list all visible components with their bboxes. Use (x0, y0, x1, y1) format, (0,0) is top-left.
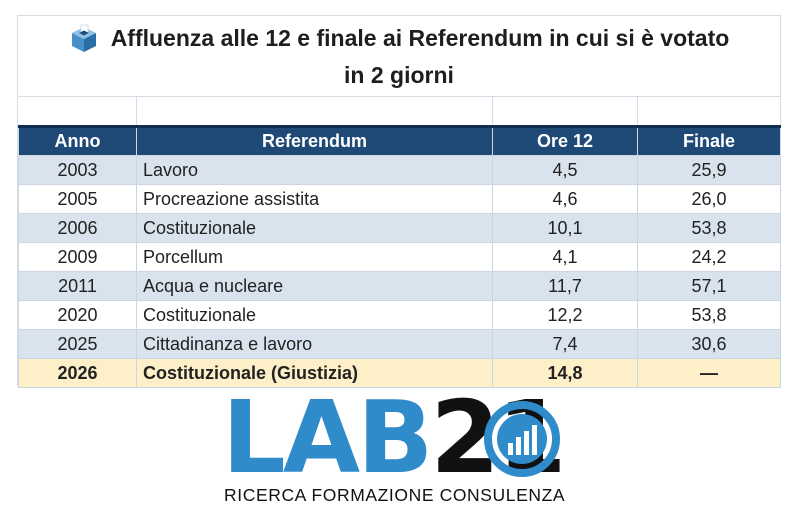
bar-chart-circle-icon (484, 401, 560, 477)
table-row: 2020 Costituzionale 12,2 53,8 (18, 300, 781, 330)
ballot-box-icon (71, 24, 96, 52)
logo-wordmark: LAB 21 (222, 379, 567, 496)
cell-anno: 2009 (18, 242, 137, 272)
cell-referendum: Porcellum (136, 242, 493, 272)
lab21-logo: LAB 21 RICERCA FORMAZIONE CONSULENZA (222, 379, 570, 511)
cell-ore12: 7,4 (492, 329, 638, 359)
cell-finale: 53,8 (637, 213, 781, 243)
table-row: 2005 Procreazione assistita 4,6 26,0 (18, 184, 781, 214)
cell-anno: 2005 (18, 184, 137, 214)
cell-anno: 2026 (18, 358, 137, 388)
cell-finale: 24,2 (637, 242, 781, 272)
header-anno: Anno (18, 125, 137, 156)
cell-anno: 2011 (18, 271, 137, 301)
logo-tagline: RICERCA FORMAZIONE CONSULENZA (224, 485, 566, 505)
cell-ore12: 10,1 (492, 213, 638, 243)
cell-anno: 2025 (18, 329, 137, 359)
title-block: Affluenza alle 12 e finale ai Referendum… (18, 16, 780, 96)
cell-finale: 26,0 (637, 184, 781, 214)
table-row: 2011 Acqua e nucleare 11,7 57,1 (18, 271, 781, 301)
logo-lab-text: LAB (222, 379, 433, 496)
cell-ore12: 12,2 (492, 300, 638, 330)
table-row: 2009 Porcellum 4,1 24,2 (18, 242, 781, 272)
table-row: 2025 Cittadinanza e lavoro 7,4 30,6 (18, 329, 781, 359)
cell-finale: — (637, 358, 781, 388)
table-header-row: Anno Referendum Ore 12 Finale (18, 125, 781, 156)
cell-referendum: Procreazione assistita (136, 184, 493, 214)
cell-referendum: Lavoro (136, 155, 493, 185)
header-finale: Finale (637, 125, 781, 156)
title-line-1: Affluenza alle 12 e finale ai Referendum… (69, 24, 730, 54)
cell-referendum: Costituzionale (136, 213, 493, 243)
table-row-highlight: 2026 Costituzionale (Giustizia) 14,8 — (18, 358, 781, 388)
cell-ore12: 11,7 (492, 271, 638, 301)
cell-finale: 30,6 (637, 329, 781, 359)
cell-finale: 57,1 (637, 271, 781, 301)
referendum-card: Affluenza alle 12 e finale ai Referendum… (17, 15, 781, 388)
cell-anno: 2003 (18, 155, 137, 185)
cell-finale: 25,9 (637, 155, 781, 185)
cell-referendum: Costituzionale (136, 300, 493, 330)
cell-anno: 2020 (18, 300, 137, 330)
table-row: 2003 Lavoro 4,5 25,9 (18, 155, 781, 185)
header-referendum: Referendum (136, 125, 493, 156)
cell-anno: 2006 (18, 213, 137, 243)
header-ore12: Ore 12 (492, 125, 638, 156)
cell-finale: 53,8 (637, 300, 781, 330)
table-row: 2006 Costituzionale 10,1 53,8 (18, 213, 781, 243)
cell-ore12: 4,5 (492, 155, 638, 185)
empty-row (18, 96, 780, 127)
cell-referendum: Acqua e nucleare (136, 271, 493, 301)
title-line-2: in 2 giorni (344, 61, 454, 88)
cell-referendum: Costituzionale (Giustizia) (136, 358, 493, 388)
referendum-table: Anno Referendum Ore 12 Finale 2003 Lavor… (18, 125, 781, 388)
cell-ore12: 4,6 (492, 184, 638, 214)
title-text-1: Affluenza alle 12 e finale ai Referendum… (110, 25, 730, 51)
cell-referendum: Cittadinanza e lavoro (136, 329, 493, 359)
cell-ore12: 14,8 (492, 358, 638, 388)
cell-ore12: 4,1 (492, 242, 638, 272)
